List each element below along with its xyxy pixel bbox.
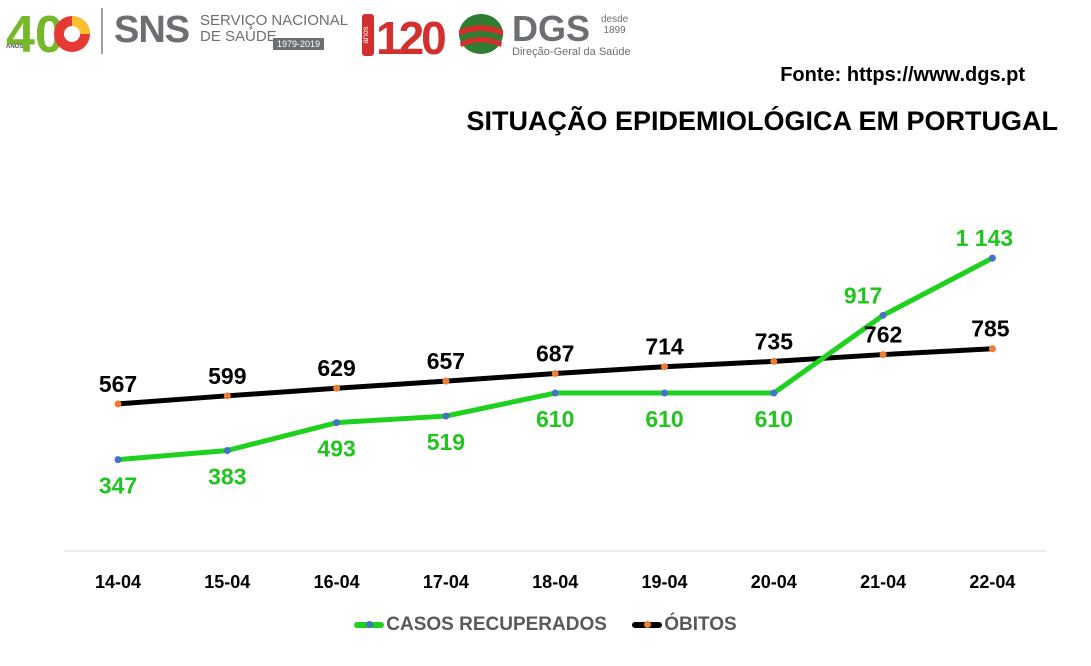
data-point-recovered	[770, 389, 778, 397]
data-label-recovered: 1 143	[956, 225, 1014, 251]
data-label-recovered: 610	[755, 406, 793, 432]
data-label-deaths: 785	[971, 316, 1010, 342]
data-point-deaths	[879, 351, 887, 359]
x-tick-label: 21-04	[860, 572, 906, 592]
data-point-recovered	[661, 389, 668, 397]
dgs-globe-icon	[459, 14, 503, 54]
dgs-since-year: 1899	[603, 25, 626, 36]
sns-anos-label: ANOS	[6, 44, 24, 50]
sns-full-name: SERVIÇO NACIONAL DE SAÚDE	[200, 13, 348, 45]
data-point-deaths	[988, 345, 996, 353]
data-label-deaths: 687	[536, 341, 574, 367]
data-point-recovered	[114, 456, 122, 464]
chart-source: Fonte: https://www.dgs.pt	[780, 64, 1025, 86]
x-tick-label: 16-04	[314, 572, 360, 592]
dgs-brand: DGS	[512, 8, 591, 49]
legend-swatch-deaths	[632, 621, 663, 628]
dgs-anos-label: anos	[362, 26, 370, 43]
logo-divider	[101, 8, 103, 54]
data-point-recovered	[988, 254, 996, 262]
data-point-recovered	[223, 446, 231, 454]
data-point-deaths	[442, 377, 450, 385]
data-label-deaths: 714	[645, 334, 684, 360]
header-logos: 40 ANOS SNS SERVIÇO NACIONAL DE SAÚDE 19…	[0, 0, 1091, 70]
x-tick-label: 14-04	[95, 572, 141, 592]
data-label-deaths: 735	[755, 328, 794, 354]
legend-label-recovered: CASOS RECUPERADOS	[386, 614, 607, 635]
data-label-recovered: 347	[99, 473, 137, 499]
data-point-deaths	[333, 384, 341, 392]
legend-swatch-recovered	[354, 621, 385, 628]
x-tick-label: 20-04	[751, 572, 797, 592]
data-point-deaths	[223, 392, 231, 400]
chart-title: SITUAÇÃO EPIDEMIOLÓGICA EM PORTUGAL	[466, 106, 1058, 136]
x-tick-label: 15-04	[204, 572, 250, 592]
legend-item-recovered: CASOS RECUPERADOS	[354, 614, 607, 636]
data-label-recovered: 493	[317, 436, 355, 462]
data-label-deaths: 629	[317, 355, 355, 381]
x-tick-label: 19-04	[641, 572, 687, 592]
data-label-recovered: 383	[208, 463, 246, 489]
sns-name-line2: DE SAÚDE	[200, 28, 277, 45]
legend-item-deaths: ÓBITOS	[632, 614, 737, 636]
dgs-desde-label: desde	[601, 14, 629, 25]
data-label-recovered: 519	[427, 429, 465, 455]
dgs-120-years-logo: anos 120	[362, 12, 448, 58]
data-point-recovered	[442, 412, 450, 420]
x-tick-label: 22-04	[969, 572, 1015, 592]
data-label-recovered: 610	[645, 406, 683, 432]
data-point-deaths	[661, 363, 668, 371]
sns-brand: SNS	[114, 9, 190, 51]
data-point-deaths	[114, 400, 122, 408]
data-point-deaths	[770, 357, 778, 365]
dgs-120-digits: 120	[376, 12, 445, 58]
data-label-recovered: 917	[844, 282, 882, 308]
dgs-since: desde 1899	[601, 14, 628, 36]
data-label-deaths: 567	[99, 371, 137, 397]
sns-name-line1: SERVIÇO NACIONAL	[200, 12, 349, 29]
chart-legend: CASOS RECUPERADOS ÓBITOS	[0, 612, 1091, 636]
data-label-deaths: 762	[864, 322, 902, 348]
sns-years-badge: 1979-2019	[273, 38, 325, 50]
data-label-deaths: 599	[208, 363, 246, 389]
data-label-recovered: 610	[536, 406, 574, 432]
legend-label-deaths: ÓBITOS	[664, 614, 737, 635]
sns-40-years-logo: 40	[6, 6, 90, 58]
data-point-deaths	[551, 370, 559, 378]
data-point-recovered	[879, 311, 887, 319]
dgs-full-name: Direção-Geral da Saúde	[512, 46, 631, 58]
x-tick-label: 17-04	[423, 572, 469, 592]
data-label-deaths: 657	[427, 348, 465, 374]
x-tick-label: 18-04	[532, 572, 578, 592]
data-point-recovered	[333, 419, 341, 427]
data-point-recovered	[551, 389, 559, 397]
